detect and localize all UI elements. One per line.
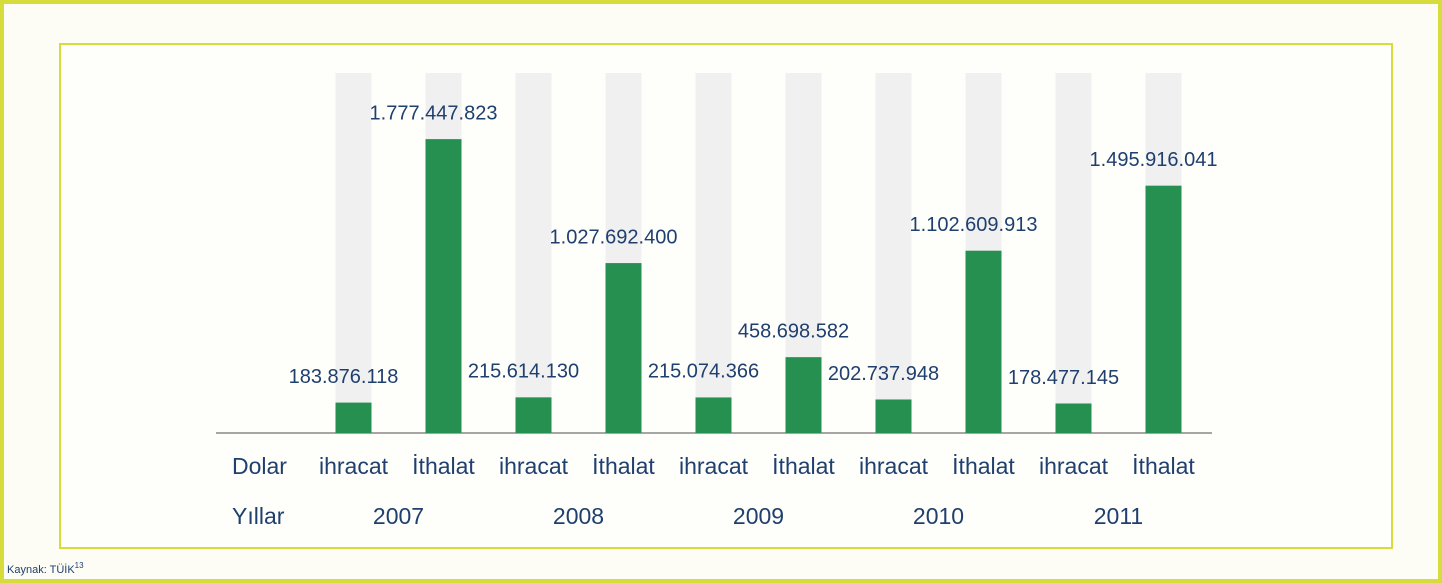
x-tick-label: 2008 [553,503,604,529]
series-label: ihracat [679,453,749,479]
bar [425,139,462,434]
bar [515,397,552,433]
x-tick-label: 2007 [373,503,424,529]
series-label: İthalat [772,453,835,479]
series-label: ihracat [499,453,569,479]
series-label: İthalat [412,453,475,479]
bar-track [515,73,552,433]
value-label: 1.027.692.400 [550,226,678,248]
bar [1055,403,1092,433]
bar-track [695,73,732,433]
bar-track [335,73,372,433]
source-text: Kaynak: TÜİK [7,563,75,576]
value-label: 1.495.916.041 [1090,149,1218,171]
value-label: 178.477.145 [1008,367,1119,389]
value-label: 215.614.130 [468,361,579,383]
bar [785,357,822,433]
bar [605,263,642,433]
bar [875,399,912,433]
series-label: ihracat [859,453,929,479]
value-label: 458.698.582 [738,320,849,342]
bar [335,402,372,433]
bar [695,397,732,433]
series-label: ihracat [319,453,389,479]
bar-track [875,73,912,433]
value-label: 202.737.948 [828,363,939,385]
series-label: ihracat [1039,453,1109,479]
bar [1145,185,1182,433]
value-label: 1.777.447.823 [370,102,498,124]
row-label: Yıllar [232,503,285,529]
value-label: 1.102.609.913 [910,214,1038,236]
value-label: 183.876.118 [289,366,399,388]
row-label: Dolar [232,453,287,479]
series-label: İthalat [592,453,655,479]
bar [965,250,1002,433]
source-note: 13 [75,561,84,570]
x-tick-label: 2010 [913,503,964,529]
series-label: İthalat [1132,453,1195,479]
bar-track [1055,73,1092,433]
x-tick-label: 2009 [733,503,784,529]
value-label: 215.074.366 [648,361,759,383]
series-label: İthalat [952,453,1015,479]
x-tick-label: 2011 [1094,503,1143,529]
source: Kaynak: TÜİK13 [7,561,84,576]
